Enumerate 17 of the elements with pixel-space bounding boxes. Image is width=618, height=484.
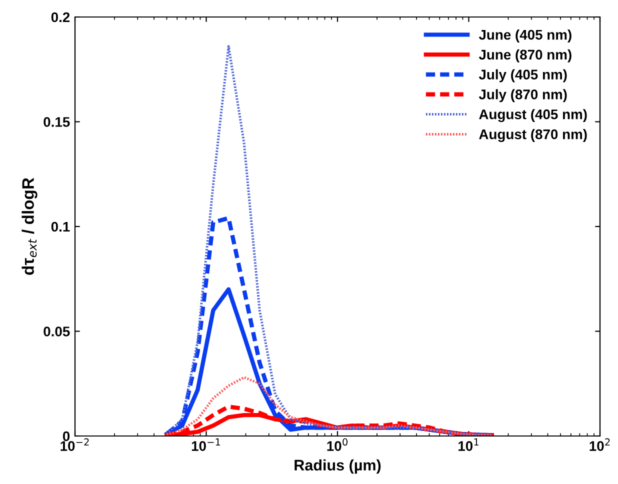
- x-tick-label: 10$^{−1}$: [192, 438, 220, 451]
- legend-label: June (405 nm): [478, 30, 572, 42]
- legend-label: August (405 nm): [479, 109, 587, 122]
- y-tick-label: 0.1: [51, 222, 70, 232]
- legend-label: August (870 nm): [479, 129, 587, 142]
- y-tick-label: 0.15: [44, 117, 70, 127]
- y-tick-label: 0.2: [51, 12, 70, 22]
- y-tick-label: 0.05: [44, 326, 70, 336]
- x-tick-label: 10$^{2}$: [590, 438, 610, 451]
- line-series: [165, 376, 494, 436]
- legend-label: June (870 nm): [478, 49, 572, 62]
- legend-label: July (405 nm): [478, 69, 567, 82]
- legend-label: July (870 nm): [478, 89, 567, 102]
- y-axis-title: dτ$_{ext}$ / dlogR: [22, 178, 38, 275]
- x-axis-title: Radius (µm): [294, 459, 381, 474]
- x-tick-label: 10$^{0}$: [327, 438, 348, 451]
- x-tick-label: 10$^{1}$: [458, 438, 479, 451]
